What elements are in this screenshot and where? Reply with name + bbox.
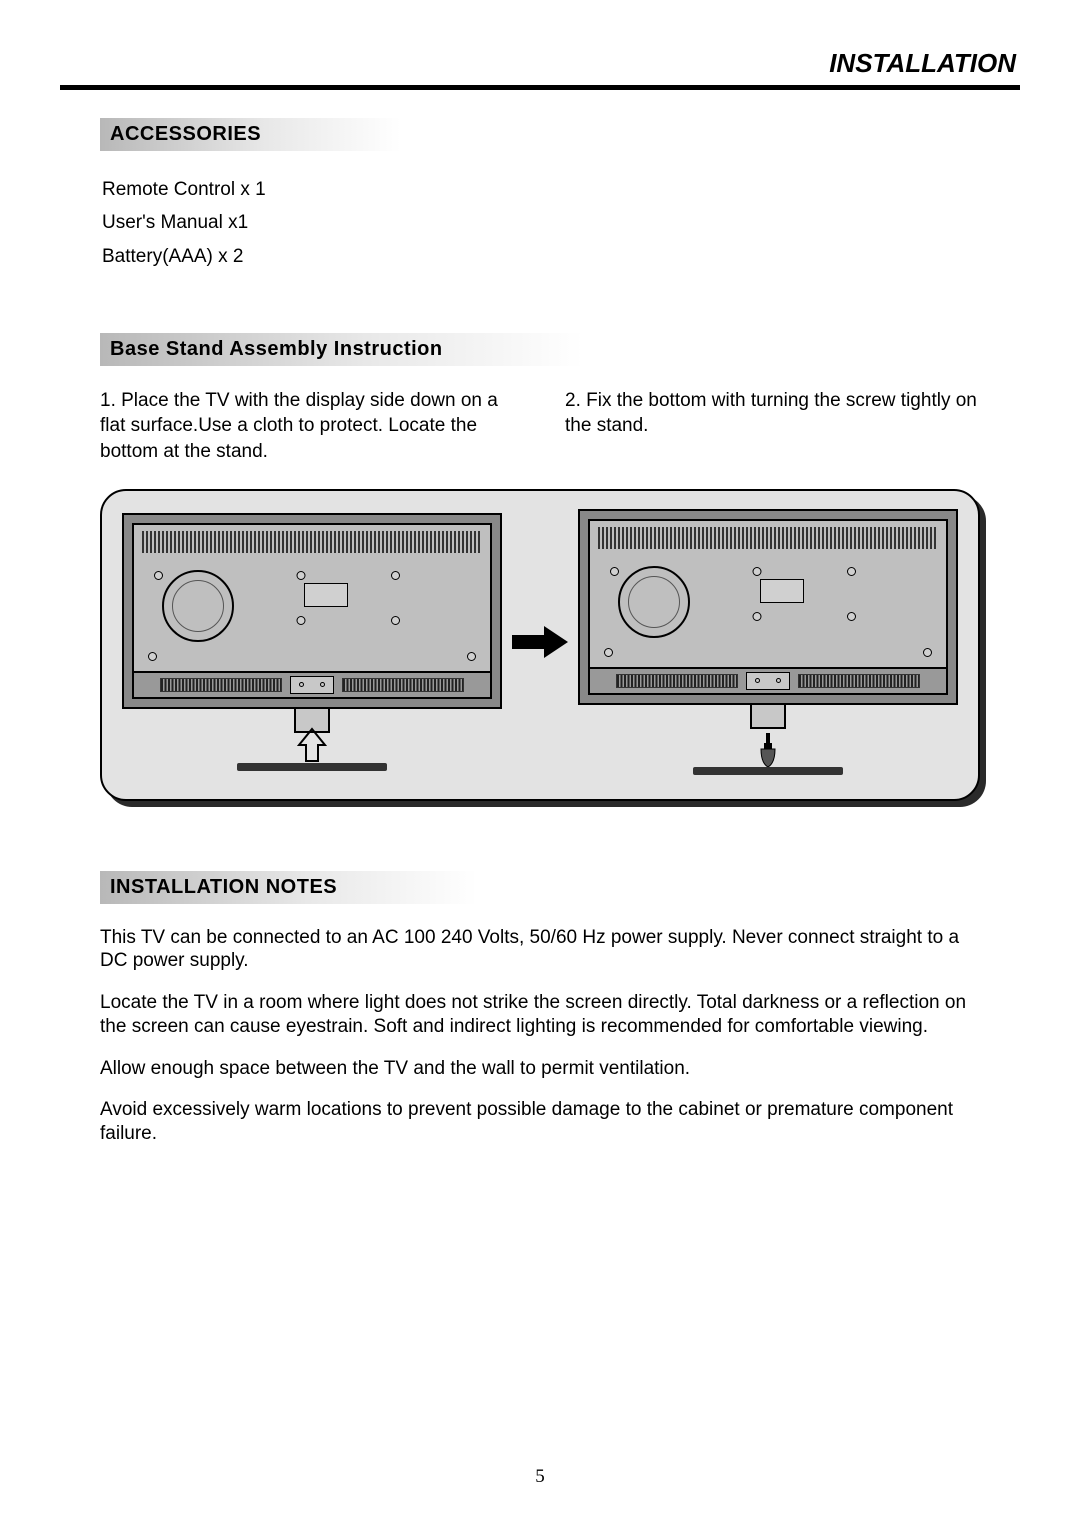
diagram-inner xyxy=(100,489,980,801)
header-rule xyxy=(60,85,1020,90)
screw-icon xyxy=(467,652,476,661)
accessory-item: Battery(AAA) x 2 xyxy=(102,240,980,273)
screw-icon xyxy=(297,616,306,625)
installation-notes: This TV can be connected to an AC 100 24… xyxy=(100,926,980,1146)
screw-icon xyxy=(753,612,762,621)
screw-icon xyxy=(610,567,619,576)
tv-body xyxy=(122,513,502,709)
accessory-item: User's Manual x1 xyxy=(102,206,980,239)
screw-icon xyxy=(847,567,856,576)
note-paragraph: Avoid excessively warm locations to prev… xyxy=(100,1098,980,1146)
note-paragraph: Locate the TV in a room where light does… xyxy=(100,991,980,1039)
page-header-title: INSTALLATION xyxy=(60,48,1020,85)
stand-base-icon xyxy=(693,767,843,775)
stand-neck-icon xyxy=(750,705,786,729)
screw-icon xyxy=(923,648,932,657)
mount-point-icon xyxy=(290,676,334,694)
mount-point-icon xyxy=(746,672,790,690)
screwdriver-icon xyxy=(755,733,781,767)
vent-icon xyxy=(798,674,920,688)
tv-body xyxy=(578,509,958,705)
vent-icon xyxy=(598,527,938,549)
panel-box-icon xyxy=(760,579,804,603)
screw-icon xyxy=(154,571,163,580)
assembly-step-1: 1. Place the TV with the display side do… xyxy=(100,388,515,465)
page-number: 5 xyxy=(0,1466,1080,1488)
screw-icon xyxy=(391,616,400,625)
arrow-up-icon xyxy=(295,727,329,763)
assembly-diagram xyxy=(100,489,980,801)
screw-icon xyxy=(297,571,306,580)
accessory-item: Remote Control x 1 xyxy=(102,173,980,206)
vent-icon xyxy=(142,531,482,553)
vent-icon xyxy=(160,678,282,692)
screw-icon xyxy=(753,567,762,576)
screw-icon xyxy=(391,571,400,580)
page-content: ACCESSORIES Remote Control x 1 User's Ma… xyxy=(60,118,1020,1146)
arrow-right-icon xyxy=(512,624,568,660)
assembly-step-2: 2. Fix the bottom with turning the screw… xyxy=(565,388,980,465)
note-paragraph: Allow enough space between the TV and th… xyxy=(100,1057,980,1081)
screw-icon xyxy=(148,652,157,661)
stand-base-icon xyxy=(237,763,387,771)
tv-before xyxy=(122,513,502,771)
speaker-icon xyxy=(162,570,234,642)
notes-heading: INSTALLATION NOTES xyxy=(100,871,477,904)
accessories-heading: ACCESSORIES xyxy=(100,118,401,151)
speaker-icon xyxy=(618,566,690,638)
vent-icon xyxy=(342,678,464,692)
manual-page: INSTALLATION ACCESSORIES Remote Control … xyxy=(0,0,1080,1146)
tv-back-panel xyxy=(132,523,492,673)
tv-back-panel xyxy=(588,519,948,669)
vent-icon xyxy=(616,674,738,688)
tv-after xyxy=(578,509,958,775)
assembly-steps: 1. Place the TV with the display side do… xyxy=(100,388,980,465)
assembly-heading: Base Stand Assembly Instruction xyxy=(100,333,583,366)
screw-icon xyxy=(604,648,613,657)
screw-icon xyxy=(847,612,856,621)
tv-bottom-strip xyxy=(132,673,492,699)
note-paragraph: This TV can be connected to an AC 100 24… xyxy=(100,926,980,974)
tv-bottom-strip xyxy=(588,669,948,695)
accessories-list: Remote Control x 1 User's Manual x1 Batt… xyxy=(100,173,980,273)
panel-box-icon xyxy=(304,583,348,607)
